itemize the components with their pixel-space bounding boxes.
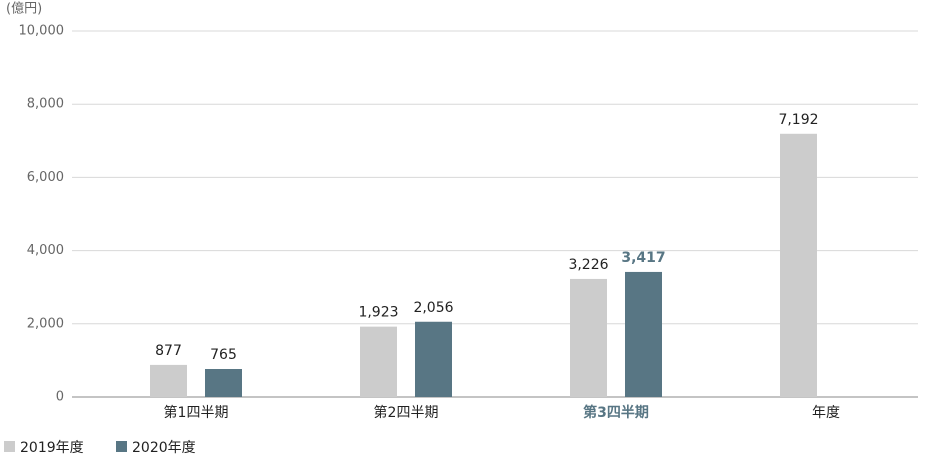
y-tick-label: 8,000: [27, 97, 64, 112]
value-label: 3,226: [568, 257, 608, 273]
legend-label: 2020年度: [132, 440, 196, 456]
x-tick-label: 年度: [812, 405, 840, 421]
y-tick-label: 6,000: [27, 170, 64, 185]
bar: [780, 133, 817, 397]
y-tick-label: 0: [56, 390, 64, 405]
value-label: 2,056: [413, 300, 453, 316]
legend-swatch: [116, 441, 127, 452]
bar: [150, 364, 187, 397]
bar: [570, 278, 607, 397]
y-tick-label: 4,000: [27, 243, 64, 258]
legend-swatch: [4, 441, 15, 452]
value-label: 877: [155, 343, 182, 359]
bar: [360, 326, 397, 397]
value-label: 1,923: [358, 305, 398, 321]
x-tick-label: 第3四半期: [583, 404, 649, 421]
value-label: 765: [210, 347, 237, 363]
legend-label: 2019年度: [20, 440, 84, 456]
value-label: 3,417: [621, 250, 665, 266]
bar: [415, 321, 452, 397]
x-tick-label: 第1四半期: [164, 404, 229, 421]
bar: [625, 271, 662, 397]
x-tick-label: 第2四半期: [374, 404, 439, 421]
value-label: 7,192: [778, 112, 818, 128]
bar: [205, 369, 242, 397]
y-axis-unit: (億円): [6, 1, 42, 17]
y-tick-label: 10,000: [19, 24, 65, 39]
y-tick-label: 2,000: [27, 316, 64, 331]
